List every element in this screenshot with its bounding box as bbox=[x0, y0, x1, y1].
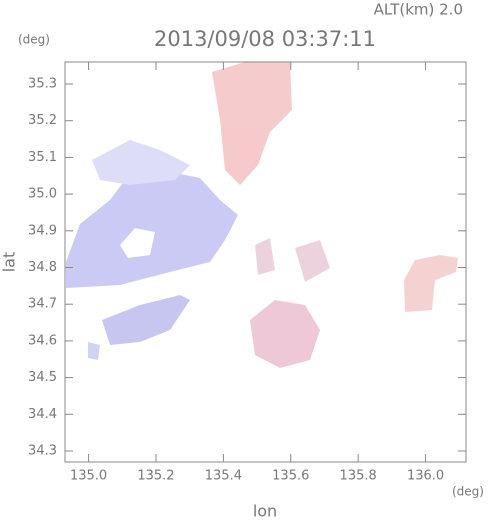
y-tick-label: 35.0 bbox=[28, 187, 57, 202]
y-tick-label: 34.8 bbox=[28, 260, 57, 275]
velocity-field bbox=[66, 62, 458, 368]
x-axis-label: lon bbox=[253, 502, 277, 521]
y-tick-label: 34.6 bbox=[28, 333, 57, 348]
red-echo bbox=[404, 255, 458, 312]
x-tick-label: 135.2 bbox=[137, 469, 174, 484]
y-tick-label: 35.3 bbox=[28, 77, 57, 92]
mixed-echo bbox=[250, 300, 320, 368]
blue-echo bbox=[88, 342, 100, 360]
y-tick-label: 34.5 bbox=[28, 370, 57, 385]
y-tick-label: 35.2 bbox=[28, 113, 57, 128]
y-tick-label: 34.3 bbox=[28, 443, 57, 458]
y-tick-label: 35.1 bbox=[28, 150, 57, 165]
chart-title: 2013/09/08 03:37:11 bbox=[154, 27, 376, 51]
x-tick-label: 135.4 bbox=[205, 469, 242, 484]
y-unit: (deg) bbox=[18, 33, 50, 47]
mixed-echo bbox=[295, 240, 330, 282]
x-tick-label: 135.6 bbox=[272, 469, 309, 484]
y-tick-label: 34.7 bbox=[28, 297, 57, 312]
blue-echo bbox=[92, 140, 190, 185]
blue-echo bbox=[102, 295, 190, 345]
x-tick-label: 135.0 bbox=[70, 469, 107, 484]
mixed-echo bbox=[255, 238, 275, 275]
altitude-label: ALT(km) 2.0 bbox=[374, 1, 463, 19]
blue-echo bbox=[66, 170, 238, 288]
y-axis-label: lat bbox=[0, 252, 19, 273]
y-tick-label: 34.4 bbox=[28, 407, 57, 422]
x-tick-label: 136.0 bbox=[407, 469, 444, 484]
x-unit: (deg) bbox=[452, 485, 484, 499]
blank-hole bbox=[120, 228, 155, 258]
red-echo bbox=[212, 62, 292, 185]
plot-frame bbox=[64, 61, 467, 463]
x-tick-label: 135.8 bbox=[340, 469, 377, 484]
y-tick-label: 34.9 bbox=[28, 223, 57, 238]
